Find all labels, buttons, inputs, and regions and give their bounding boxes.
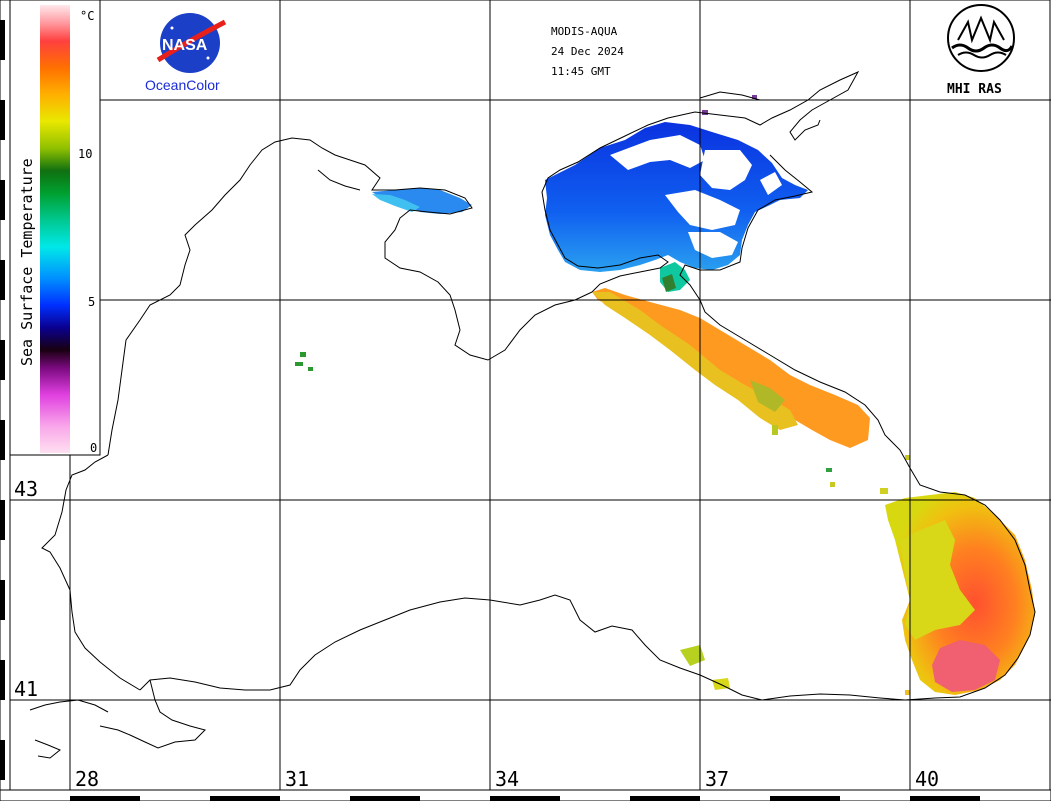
colorbar-unit: °C: [80, 9, 94, 23]
product-info: MODIS-AQUA 24 Dec 2024 11:45 GMT: [551, 25, 624, 78]
colorbar-gradient: [40, 5, 70, 453]
left-ruler: [0, 0, 11, 801]
nasa-logo-text: NASA: [162, 37, 208, 54]
lon-label-37: 37: [705, 767, 729, 791]
sst-caucasus-green: [750, 380, 785, 412]
date-label: 24 Dec 2024: [551, 45, 624, 58]
time-label: 11:45 GMT: [551, 65, 611, 78]
colorbar-tick-10: 10: [78, 147, 92, 161]
colorbar-title: Sea Surface Temperature: [18, 158, 36, 366]
lat-label-43: 43: [14, 477, 38, 501]
lat-labels: 43 41: [14, 477, 38, 701]
sst-kerch-green: [662, 274, 676, 292]
sst-karkinit: [372, 188, 472, 214]
nasa-logo: NASA OceanColor: [145, 13, 227, 93]
sst-karkinit-light: [372, 194, 420, 212]
colorbar: Sea Surface Temperature °C 10 5 0: [9, 0, 101, 456]
lon-labels: 28 31 34 37 40: [75, 767, 939, 791]
mhi-label: MHI RAS: [947, 82, 1002, 97]
coastline: [29, 70, 1036, 759]
colorbar-tick-5: 5: [88, 295, 95, 309]
sst-caucasus-yellow: [592, 292, 798, 430]
sensor-label: MODIS-AQUA: [551, 25, 618, 38]
bottom-ruler: [0, 789, 1051, 801]
lon-label-31: 31: [285, 767, 309, 791]
lon-label-34: 34: [495, 767, 519, 791]
lat-label-41: 41: [14, 677, 38, 701]
colorbar-tick-0: 0: [90, 441, 97, 455]
lon-label-28: 28: [75, 767, 99, 791]
mhi-emblem-icon: [947, 4, 1015, 72]
nasa-vector-icon: [156, 19, 227, 63]
oceancolor-label: OceanColor: [145, 77, 220, 93]
sst-southeast-hot: [932, 640, 1000, 692]
sst-data-layer: [295, 95, 1035, 695]
mhi-logo: MHI RAS: [947, 4, 1015, 97]
sst-southeast-yellow: [900, 520, 975, 640]
lon-label-40: 40: [915, 767, 939, 791]
